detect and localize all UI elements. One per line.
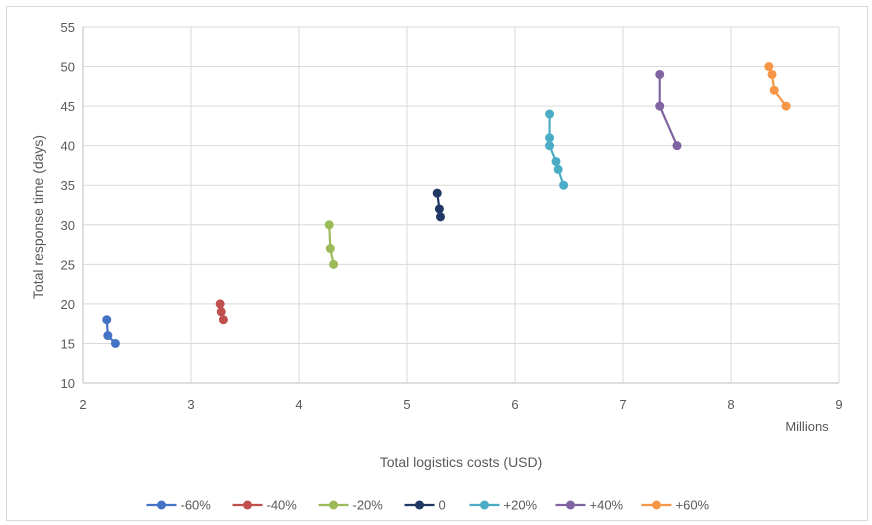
y-tick-label: 30 (61, 218, 75, 233)
y-tick-label: 10 (61, 376, 75, 391)
data-point (781, 101, 791, 111)
y-tick-label: 25 (61, 257, 75, 272)
legend-label: +20% (504, 498, 538, 513)
series-group (432, 188, 445, 222)
legend-label: -60% (181, 498, 212, 513)
y-axis-title: Total response time (days) (30, 135, 46, 299)
data-point (325, 244, 335, 254)
x-tick-label: 8 (727, 397, 734, 412)
chart-frame: 10 15 20 25 30 35 40 45 50 55 2 3 4 5 6 7 8 9 Total respo… (6, 6, 868, 521)
data-point (218, 315, 228, 325)
x-tick-label: 9 (835, 397, 842, 412)
y-tick-label: 35 (61, 178, 75, 193)
legend-item: -40% (232, 498, 298, 513)
y-tick-label: 40 (61, 139, 75, 154)
legend-item: -20% (318, 498, 384, 513)
legend-label: +40% (590, 498, 624, 513)
legend-item: 0 (404, 498, 446, 513)
data-point (102, 315, 112, 325)
legend-label: 0 (439, 498, 446, 513)
data-point (655, 101, 665, 111)
data-point (216, 307, 226, 317)
legend-marker (566, 500, 575, 510)
data-point (559, 180, 569, 190)
data-point (551, 156, 561, 166)
x-tick-label: 6 (511, 397, 518, 412)
x-unit-label: Millions (785, 419, 829, 434)
grid-layer (83, 26, 840, 383)
x-tick-label: 2 (79, 397, 86, 412)
legend-item: +20% (469, 498, 538, 513)
series-group (102, 315, 120, 348)
legend-marker (652, 500, 661, 510)
data-point (324, 220, 334, 230)
y-tick-label: 45 (61, 99, 75, 114)
data-point (329, 259, 339, 269)
legend-marker (415, 500, 424, 510)
legend-marker (480, 500, 489, 510)
data-point (764, 62, 774, 72)
data-point (432, 188, 442, 198)
legend-label: -40% (267, 498, 298, 513)
data-point (672, 141, 682, 151)
data-point (110, 338, 120, 348)
legend-item: +40% (555, 498, 624, 513)
data-point (767, 69, 777, 79)
legend-label: +60% (676, 498, 710, 513)
x-tick-label: 5 (403, 397, 410, 412)
data-point (545, 133, 555, 143)
legend-label: -20% (353, 498, 384, 513)
data-point (103, 331, 113, 341)
data-point (545, 141, 555, 151)
series-group (324, 220, 339, 269)
legend-marker (243, 500, 252, 510)
legend: -60% -40% -20% 0 +20% +40% +60% (146, 498, 710, 513)
data-point (435, 212, 445, 222)
x-axis-title: Total logistics costs (USD) (380, 454, 543, 470)
x-tick-label: 3 (187, 397, 194, 412)
data-point (769, 85, 779, 95)
data-point (545, 109, 555, 119)
legend-item: +60% (641, 498, 710, 513)
y-tick-label: 20 (61, 297, 75, 312)
legend-marker (329, 500, 338, 510)
data-point (655, 69, 665, 79)
x-tick-label: 7 (619, 397, 626, 412)
data-point (434, 204, 444, 214)
x-tick-label: 4 (295, 397, 302, 412)
series-layer (102, 62, 791, 348)
series-line (658, 74, 679, 147)
legend-item: -60% (146, 498, 212, 513)
series-group (215, 299, 228, 325)
series-group (655, 69, 682, 151)
data-point (553, 164, 563, 174)
data-point (215, 299, 225, 309)
series-group (764, 62, 791, 111)
y-tick-label: 50 (61, 60, 75, 75)
series-group (545, 109, 569, 190)
y-tick-label: 55 (61, 20, 75, 35)
legend-marker (157, 500, 166, 510)
y-tick-label: 15 (61, 336, 75, 351)
